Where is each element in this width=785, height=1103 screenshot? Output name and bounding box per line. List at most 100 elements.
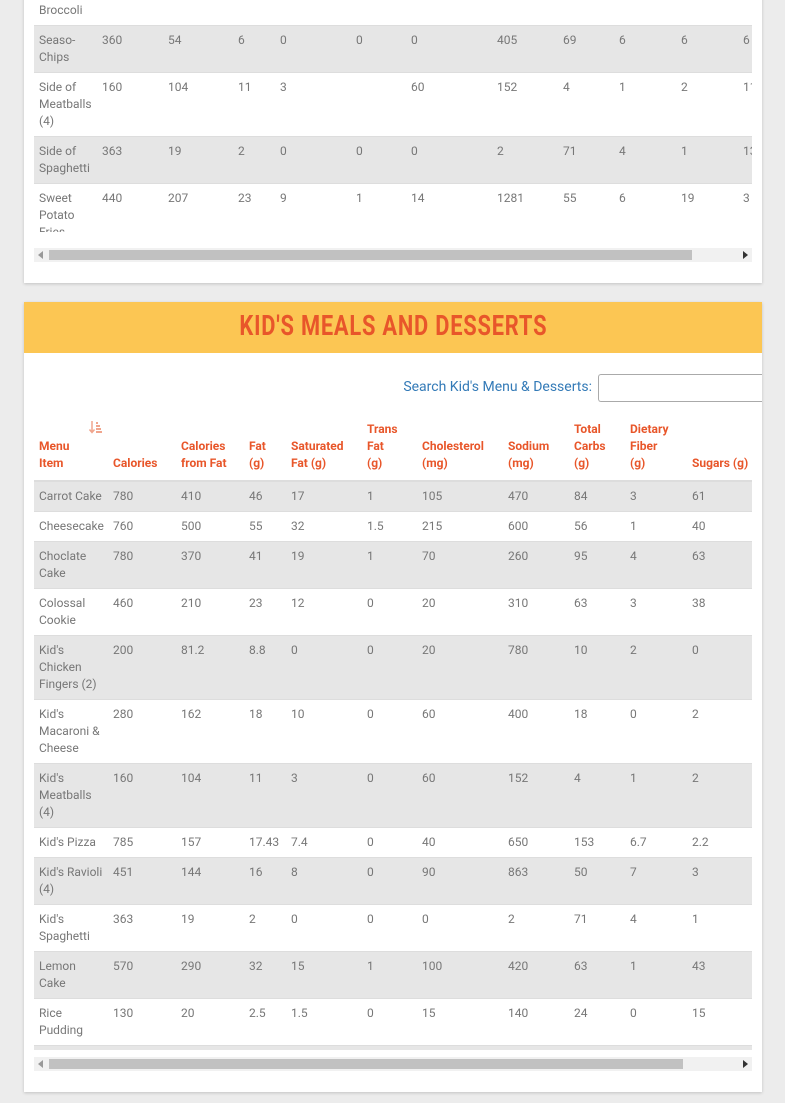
table-row: Kid's Meatballs (4) 160 104 11 3 0 60 152 4 1 2 — [34, 763, 752, 828]
scroll-left[interactable] — [38, 251, 43, 259]
column-header[interactable]: Dietary Fiber (g) — [625, 415, 687, 482]
cell: 1 — [614, 72, 676, 137]
cell: 370 — [176, 541, 244, 589]
scroll-thumb[interactable] — [49, 1059, 683, 1069]
cell: 360 — [97, 25, 163, 73]
top-table-wrap: Broccoli Seaso-Chips 360 54 6 0 0 0 405 69 6 6 6 Side… — [34, 0, 752, 232]
cell: 17.43 — [244, 827, 286, 858]
cell: 1 — [687, 904, 752, 952]
cell: 0 — [362, 1045, 417, 1050]
table-row: Cheesecake 760 500 55 32 1.5 215 600 56 1 40 — [34, 511, 752, 542]
cell: 162 — [176, 699, 244, 764]
item-name: Cheesecake — [34, 511, 108, 542]
cell: 6 — [614, 25, 676, 73]
cell: 19 — [676, 183, 738, 232]
cell: 780 — [503, 635, 569, 700]
cell: 18 — [569, 699, 625, 764]
cell: 207 — [163, 183, 233, 232]
cell: 2.5 — [244, 998, 286, 1046]
column-header[interactable]: Sugars (g) — [687, 415, 752, 482]
cell: 200 — [108, 635, 176, 700]
search-input[interactable] — [598, 374, 762, 402]
cell: 420 — [503, 951, 569, 999]
cell: 0 — [351, 25, 406, 73]
item-name: Kid's Pizza — [34, 827, 108, 858]
cell: 153 — [569, 827, 625, 858]
top-table: Broccoli Seaso-Chips 360 54 6 0 0 0 405 69 6 6 6 Side… — [34, 0, 752, 232]
column-header[interactable]: Menu Item — [34, 415, 108, 482]
column-header[interactable]: Cholesterol (mg) — [417, 415, 503, 482]
cell: 144 — [176, 857, 244, 905]
kids-table: Menu Item Calories Calories from Fat Fat (g… — [34, 415, 752, 1050]
scroll-right[interactable] — [743, 1060, 748, 1068]
cell: 140 — [503, 998, 569, 1046]
scroll-thumb[interactable] — [49, 250, 692, 260]
item-name: Kid's Spaghetti — [34, 904, 108, 952]
cell: 54 — [163, 25, 233, 73]
column-header[interactable]: Trans Fat (g) — [362, 415, 417, 482]
cell: 6 — [233, 25, 275, 73]
cell: 760 — [108, 511, 176, 542]
cell: 18 — [244, 699, 286, 764]
cell: 0 — [286, 904, 362, 952]
item-name: Side of Meatballs (4) — [34, 72, 97, 137]
cell: 2 — [233, 136, 275, 184]
cell: 1 — [362, 541, 417, 589]
cell: 55 — [558, 183, 614, 232]
cell: 7.4 — [286, 827, 362, 858]
cell: 363 — [108, 904, 176, 952]
cell: 10 — [286, 699, 362, 764]
table-row: Lemon Cake 570 290 32 15 1 100 420 63 1 43 — [34, 951, 752, 999]
cell: 130 — [108, 998, 176, 1046]
search-label: Search Kid's Menu & Desserts: — [403, 379, 592, 395]
cell: 90 — [417, 857, 503, 905]
cell: 84 — [569, 480, 625, 512]
cell: 6 — [614, 183, 676, 232]
cell: 290 — [176, 951, 244, 999]
cell: 120 — [417, 1045, 503, 1050]
cell: 24 — [569, 998, 625, 1046]
table-row: Choclate Cake 780 370 41 19 1 70 260 95 4 63 — [34, 541, 752, 589]
column-header[interactable]: Total Carbs (g) — [569, 415, 625, 482]
column-header[interactable]: Calories — [108, 415, 176, 482]
column-header[interactable]: Fat (g) — [244, 415, 286, 482]
cell: 780 — [108, 480, 176, 512]
column-header[interactable]: Saturated Fat (g) — [286, 415, 362, 482]
column-header[interactable]: Calories from Fat — [176, 415, 244, 482]
item-name: Tiramisu — [34, 1045, 108, 1050]
cell: 16 — [244, 857, 286, 905]
table-row: Seaso-Chips 360 54 6 0 0 0 405 69 6 6 6 — [34, 25, 752, 73]
cell: 46 — [244, 480, 286, 512]
cell: 23 — [233, 183, 275, 232]
column-header[interactable]: Sodium (mg) — [503, 415, 569, 482]
cell: 2.2 — [687, 827, 752, 858]
cell: 0 — [687, 635, 752, 700]
cell: 17 — [286, 480, 362, 512]
cell: 32 — [286, 511, 362, 542]
cell: 20 — [417, 635, 503, 700]
cell: 0 — [362, 763, 417, 828]
cell: 32 — [244, 951, 286, 999]
cell: 100 — [417, 951, 503, 999]
cell: 2 — [244, 904, 286, 952]
cell: 3 — [625, 480, 687, 512]
cell: 470 — [503, 480, 569, 512]
cell: 61 — [687, 480, 752, 512]
table-row: Carrot Cake 780 410 46 17 1 105 470 84 3 61 — [34, 480, 752, 512]
cell: 19 — [244, 1045, 286, 1050]
h-scrollbar[interactable] — [34, 1057, 752, 1071]
cell: 1 — [362, 480, 417, 512]
cell: 1 — [362, 951, 417, 999]
cell: 60 — [417, 699, 503, 764]
cell: 152 — [492, 72, 558, 137]
cell: 600 — [503, 511, 569, 542]
h-scrollbar[interactable] — [34, 248, 752, 262]
cell: 11 — [244, 763, 286, 828]
cell: 0 — [275, 25, 351, 73]
cell: 95 — [569, 541, 625, 589]
item-name: Kid's Chicken Fingers (2) — [34, 635, 108, 700]
scroll-right[interactable] — [743, 251, 748, 259]
cell: 0 — [362, 904, 417, 952]
top-card: Broccoli Seaso-Chips 360 54 6 0 0 0 405 69 6 6 6 Side… — [24, 0, 762, 283]
scroll-left[interactable] — [38, 1060, 43, 1068]
